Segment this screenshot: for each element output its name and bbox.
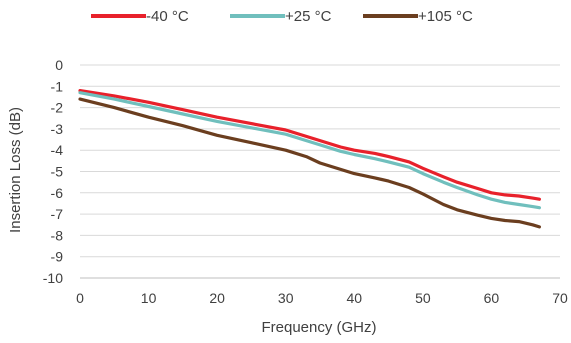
x-tick-label: 10 <box>141 290 157 306</box>
x-tick-label: 20 <box>209 290 225 306</box>
x-tick-label: 60 <box>484 290 500 306</box>
y-tick-label: -7 <box>51 206 64 222</box>
legend-label: +25 °C <box>285 8 332 25</box>
y-tick-label: -8 <box>51 227 64 243</box>
series-line-1 <box>78 91 542 210</box>
x-tick-label: 50 <box>415 290 431 306</box>
y-tick-label: -5 <box>51 164 64 180</box>
x-tick-labels: 0 10 20 30 40 50 60 70 <box>76 290 568 306</box>
y-tick-label: -10 <box>43 270 63 286</box>
legend-label: -40 °C <box>146 8 189 25</box>
x-tick-label: 30 <box>278 290 294 306</box>
x-axis-label: Frequency (GHz) <box>261 319 376 336</box>
x-tick-label: 70 <box>552 290 568 306</box>
y-tick-label: -4 <box>51 142 64 158</box>
y-tick-label: 0 <box>55 57 63 73</box>
gridlines <box>80 64 560 279</box>
x-tick-label: 40 <box>346 290 362 306</box>
legend-item: -40 °C <box>91 8 189 25</box>
y-tick-label: -9 <box>51 249 64 265</box>
legend-item: +25 °C <box>230 8 332 25</box>
y-tick-label: -3 <box>51 121 64 137</box>
x-tick-label: 0 <box>76 290 84 306</box>
y-tick-label: -2 <box>51 100 64 116</box>
series-lines <box>78 88 542 229</box>
series-line-2 <box>78 97 542 229</box>
y-axis-label: Insertion Loss (dB) <box>7 107 24 233</box>
series-line-0 <box>78 88 542 201</box>
y-tick-label: -1 <box>51 78 64 94</box>
legend: -40 °C +25 °C +105 °C <box>91 8 473 25</box>
legend-label: +105 °C <box>418 8 473 25</box>
legend-item: +105 °C <box>363 8 473 25</box>
y-tick-labels: 0 -1 -2 -3 -4 -5 -6 -7 -8 -9 -10 <box>43 57 63 286</box>
y-tick-label: -6 <box>51 185 64 201</box>
